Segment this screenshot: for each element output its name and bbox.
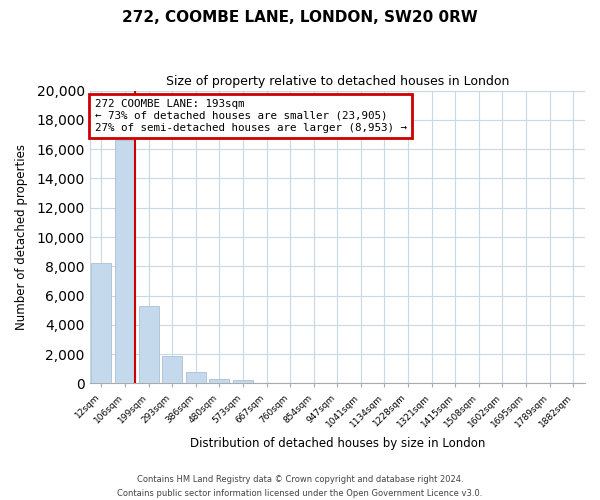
Text: 272, COOMBE LANE, LONDON, SW20 0RW: 272, COOMBE LANE, LONDON, SW20 0RW xyxy=(122,10,478,25)
Bar xyxy=(186,372,206,384)
Text: 272 COOMBE LANE: 193sqm
← 73% of detached houses are smaller (23,905)
27% of sem: 272 COOMBE LANE: 193sqm ← 73% of detache… xyxy=(95,100,407,132)
Bar xyxy=(91,264,112,384)
Bar xyxy=(209,379,229,384)
Bar xyxy=(139,306,158,384)
Bar xyxy=(233,380,253,384)
X-axis label: Distribution of detached houses by size in London: Distribution of detached houses by size … xyxy=(190,437,485,450)
Title: Size of property relative to detached houses in London: Size of property relative to detached ho… xyxy=(166,75,509,88)
Bar xyxy=(162,356,182,384)
Bar xyxy=(115,140,135,384)
Text: Contains HM Land Registry data © Crown copyright and database right 2024.
Contai: Contains HM Land Registry data © Crown c… xyxy=(118,476,482,498)
Y-axis label: Number of detached properties: Number of detached properties xyxy=(15,144,28,330)
